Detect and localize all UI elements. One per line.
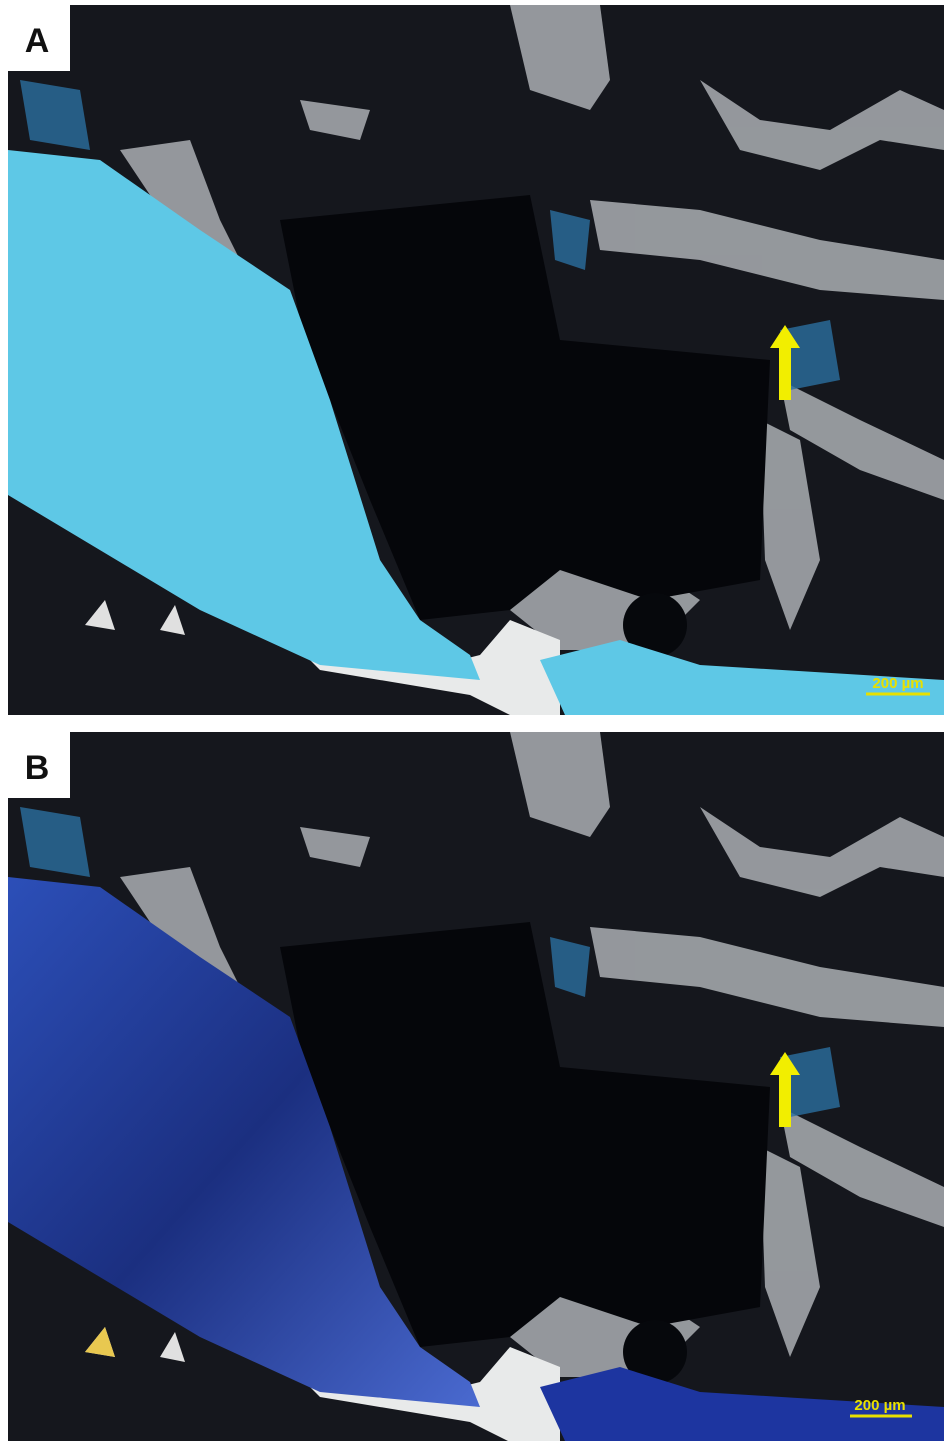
panel-label: A [25,22,50,60]
panel-a: A 200 µm [8,5,944,715]
page: A 200 µm B 200 µm (() => { const data = … [0,0,944,1441]
panel-b: B 200 µm [8,732,944,1441]
scale-bar-label: 200 µm [872,675,923,692]
scale-bar-label: 200 µm [854,1397,905,1414]
figure: A 200 µm B 200 µm [0,0,944,1441]
panel-label: B [25,749,50,787]
